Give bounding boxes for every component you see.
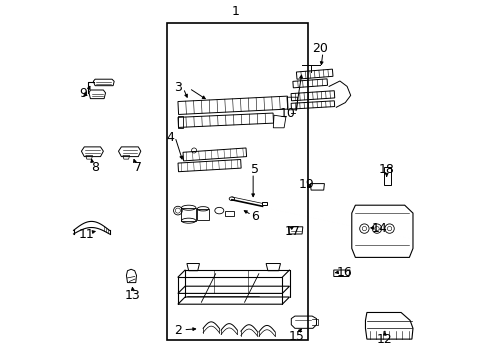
- Text: 19: 19: [298, 178, 314, 191]
- Text: 5: 5: [251, 163, 259, 176]
- Text: 20: 20: [311, 42, 327, 55]
- Text: 1: 1: [231, 5, 239, 18]
- Text: 17: 17: [284, 225, 300, 238]
- Text: 9: 9: [79, 87, 87, 100]
- Text: 10: 10: [279, 107, 295, 120]
- Text: 2: 2: [174, 324, 182, 337]
- Text: 6: 6: [251, 210, 259, 222]
- Text: 15: 15: [288, 330, 304, 343]
- Text: 3: 3: [174, 81, 182, 94]
- Text: 14: 14: [371, 222, 386, 235]
- Text: 11: 11: [79, 228, 95, 240]
- Bar: [167, 23, 307, 340]
- Text: 8: 8: [91, 161, 99, 174]
- Text: 16: 16: [336, 266, 352, 279]
- Text: 4: 4: [166, 131, 174, 144]
- Text: 18: 18: [378, 163, 394, 176]
- Text: 7: 7: [134, 161, 142, 174]
- Text: 13: 13: [125, 289, 141, 302]
- Text: 12: 12: [376, 333, 392, 346]
